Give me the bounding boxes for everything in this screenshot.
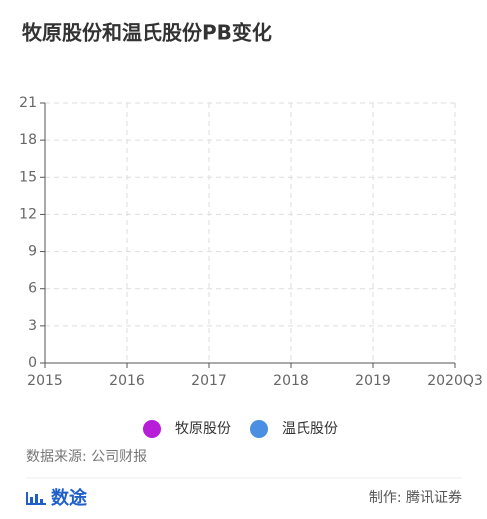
x-tick-label: 2017 [191,373,227,389]
y-tick-label: 3 [28,318,37,334]
credit: 制作: 腾讯证券 [369,489,462,506]
x-tick-label: 2016 [109,373,145,389]
legend-marker [143,420,161,438]
chart-title: 牧原股份和温氏股份PB变化 [22,21,272,45]
y-tick-label: 12 [19,206,37,222]
x-tick-label: 2020Q3 [427,373,483,389]
y-tick-label: 18 [19,132,37,148]
x-tick-label: 2019 [355,373,391,389]
y-tick-label: 15 [19,169,37,185]
legend-label: 温氏股份 [282,421,338,437]
x-tick-label: 2015 [27,373,63,389]
source: 数据来源: 公司财报 [26,449,147,465]
brand-icon [26,492,46,505]
legend-label: 牧原股份 [175,421,231,437]
x-tick-label: 2018 [273,373,309,389]
legend-marker [250,420,268,438]
y-tick-label: 0 [28,355,37,371]
y-tick-label: 21 [19,95,37,111]
y-tick-label: 9 [28,244,37,260]
y-tick-label: 6 [28,281,37,297]
brand: 数途 [51,487,88,509]
